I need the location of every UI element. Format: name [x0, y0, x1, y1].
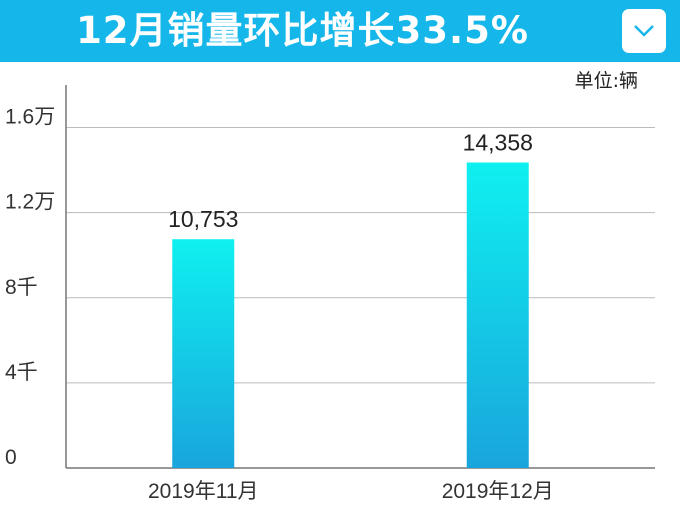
y-tick-label: 4千 — [5, 361, 38, 384]
y-tick-label: 0 — [5, 446, 17, 469]
dropdown-button[interactable] — [622, 9, 666, 53]
bar — [466, 162, 529, 469]
x-tick-label: 2019年11月 — [148, 480, 259, 503]
data-label: 10,753 — [168, 206, 238, 232]
y-tick-label: 1.2万 — [5, 191, 55, 214]
unit-label: 单位:辆 — [574, 70, 638, 92]
y-tick-label: 8千 — [5, 276, 38, 299]
x-tick-label: 2019年12月 — [442, 480, 554, 503]
y-tick-label: 1.6万 — [5, 106, 55, 129]
chevron-down-icon — [634, 25, 654, 37]
data-label: 14,358 — [463, 129, 533, 155]
title-bar: 12月销量环比增长33.5% — [0, 0, 680, 62]
chart-title: 12月销量环比增长33.5% — [76, 9, 529, 52]
bar — [172, 239, 235, 468]
